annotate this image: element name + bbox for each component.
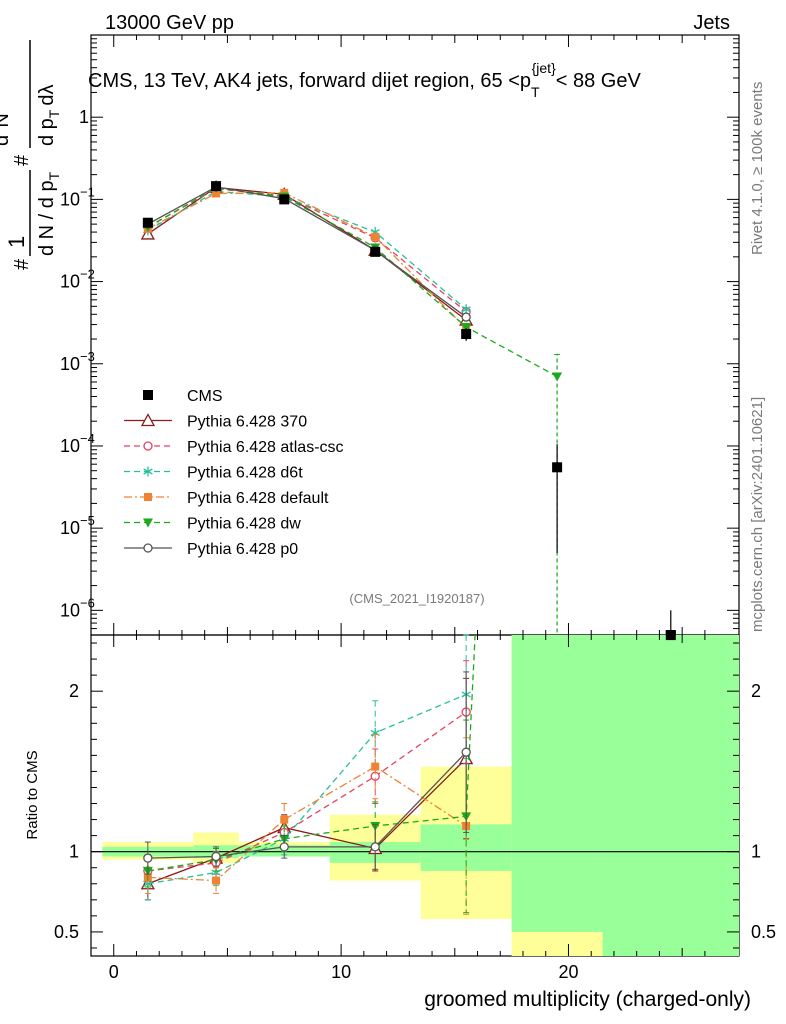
ratio-point bbox=[143, 853, 153, 863]
legend-item-1: Pythia 6.428 atlas-csc bbox=[124, 439, 344, 456]
ratio-y-tick-label: 2 bbox=[69, 681, 79, 701]
series-0 bbox=[140, 180, 474, 326]
legend-item-4: Pythia 6.428 dw bbox=[124, 516, 301, 533]
legend-label: Pythia 6.428 default bbox=[187, 490, 329, 507]
ylabel-one: 1 bbox=[4, 236, 29, 248]
y-tick-label: 10−3 bbox=[60, 349, 95, 374]
series-line bbox=[147, 192, 467, 329]
ylabel-denominator-2: d pTdλ bbox=[36, 85, 62, 147]
y-tick-label: 10−1 bbox=[60, 184, 95, 209]
ylabel-numerator: d2N bbox=[0, 113, 13, 146]
series-point bbox=[371, 232, 380, 241]
ratio-point bbox=[212, 876, 221, 885]
ylabel-denominator: d N / d pT bbox=[36, 171, 62, 256]
legend-marker bbox=[144, 493, 152, 501]
data-series bbox=[142, 181, 676, 641]
y-tick-label: 10−6 bbox=[60, 595, 95, 620]
main-plot-series bbox=[140, 180, 676, 641]
y-tick-label: 1 bbox=[79, 107, 89, 127]
header-right: Jets bbox=[693, 12, 730, 34]
legend-marker bbox=[143, 441, 153, 451]
uncertainty-bands bbox=[102, 635, 739, 956]
ratio-y-tick-label: 1 bbox=[69, 842, 79, 862]
legend-marker bbox=[143, 390, 153, 400]
series-point bbox=[461, 323, 472, 333]
x-axis-label: groomed multiplicity (charged-only) bbox=[424, 988, 751, 1011]
legend-marker bbox=[143, 466, 153, 477]
data-point bbox=[665, 630, 676, 635]
data-point bbox=[665, 630, 676, 641]
asterisk-stroke bbox=[143, 468, 153, 475]
series-line bbox=[147, 190, 467, 310]
data-point bbox=[370, 246, 381, 257]
ratio-point bbox=[370, 842, 380, 852]
ratio-point bbox=[279, 842, 289, 852]
y-tick-label: 10−2 bbox=[60, 267, 95, 292]
ratio-point bbox=[461, 747, 471, 757]
y-tick-label: 10−5 bbox=[60, 513, 95, 538]
ratio-line bbox=[147, 634, 476, 872]
ratio-y-tick-label-right: 1 bbox=[751, 842, 761, 862]
legend-item-5: Pythia 6.428 p0 bbox=[124, 541, 298, 558]
legend-label: Pythia 6.428 atlas-csc bbox=[187, 439, 344, 456]
data-point bbox=[461, 329, 472, 340]
ratio-plot-series bbox=[140, 634, 476, 915]
x-tick-label: 20 bbox=[558, 962, 578, 982]
header-left: 13000 GeV pp bbox=[105, 12, 234, 34]
legend: CMS Pythia 6.428 370 Pythia 6.428 atlas-cs… bbox=[124, 388, 344, 558]
series-line bbox=[147, 188, 467, 313]
legend-item-0: Pythia 6.428 370 bbox=[124, 413, 307, 431]
ratio-y-tick-label-right: 0.5 bbox=[751, 922, 776, 942]
ylabel-hash-2: # bbox=[11, 154, 33, 166]
data-point bbox=[211, 181, 222, 192]
legend-label: Pythia 6.428 p0 bbox=[187, 541, 298, 558]
y-tick-label: 10−4 bbox=[60, 431, 95, 456]
analysis-tag: (CMS_2021_I1920187) bbox=[349, 591, 484, 606]
axis-ticks: 0 10 20 1 10−1 10−2 10−3 10−4 10−5 10−6 0.5 0.5 1 1 2 2 bbox=[54, 34, 776, 982]
asterisk-stroke bbox=[461, 306, 471, 313]
band-stat bbox=[511, 635, 603, 932]
series-line bbox=[147, 186, 467, 321]
chart-title: CMS, 13 TeV, AK4 jets, forward dijet reg… bbox=[88, 60, 641, 100]
band-stat bbox=[602, 635, 739, 956]
data-point bbox=[552, 462, 563, 473]
legend-label: Pythia 6.428 dw bbox=[187, 516, 301, 533]
ratio-series-5 bbox=[143, 671, 471, 875]
legend-marker bbox=[143, 518, 153, 528]
data-point bbox=[142, 217, 153, 228]
legend-label: CMS bbox=[187, 388, 223, 405]
ratio-point bbox=[211, 851, 221, 862]
x-tick-label: 0 bbox=[109, 962, 119, 982]
y-axis-label-main: # 1 d N / d pT # d2N d pTdλ bbox=[0, 40, 62, 270]
series-3 bbox=[143, 188, 471, 333]
legend-marker bbox=[140, 413, 156, 427]
series-point bbox=[461, 312, 471, 322]
ratio-point bbox=[280, 815, 289, 824]
legend-item-3: Pythia 6.428 default bbox=[124, 490, 329, 507]
y-axis-label-ratio: Ratio to CMS bbox=[24, 750, 41, 839]
side-label-bottom: mcplots.cern.ch [arXiv:2401.10621] bbox=[749, 397, 766, 632]
legend-label: Pythia 6.428 d6t bbox=[187, 465, 303, 482]
side-label-top: Rivet 4.1.0, ≥ 100k events bbox=[749, 82, 766, 255]
ylabel-hash: # bbox=[11, 258, 33, 270]
x-tick-label: 10 bbox=[331, 962, 351, 982]
ratio-y-tick-label-right: 2 bbox=[751, 681, 761, 701]
ratio-y-tick-label: 0.5 bbox=[54, 922, 79, 942]
series-point bbox=[212, 189, 221, 198]
series-line bbox=[147, 187, 558, 378]
ratio-point bbox=[371, 762, 380, 771]
legend-label: Pythia 6.428 370 bbox=[187, 414, 307, 431]
series-4 bbox=[142, 183, 563, 382]
legend-marker bbox=[143, 543, 153, 553]
data-point bbox=[279, 194, 290, 205]
legend-item-data: CMS bbox=[143, 388, 223, 405]
legend-item-2: Pythia 6.428 d6t bbox=[124, 465, 303, 482]
